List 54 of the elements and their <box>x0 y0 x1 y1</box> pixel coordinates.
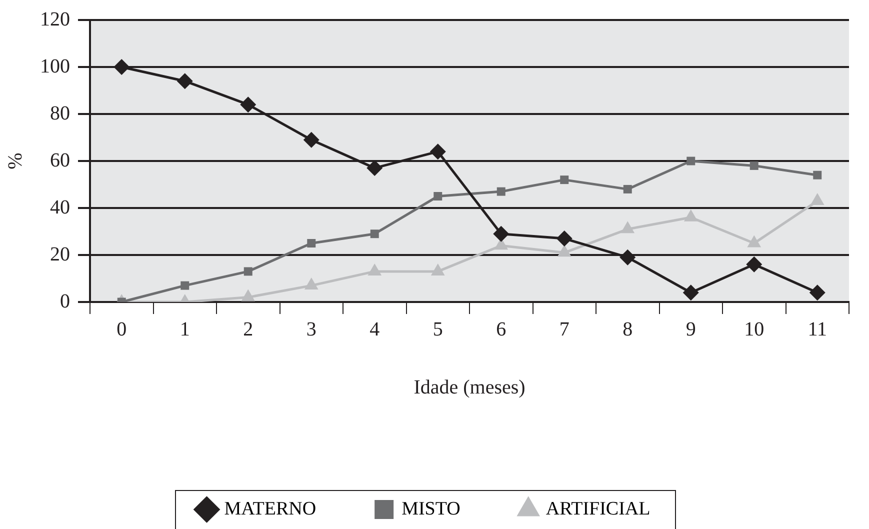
x-tick-label: 0 <box>116 318 127 340</box>
point <box>114 59 130 75</box>
y-tick-label: 120 <box>40 8 70 30</box>
point <box>747 235 762 248</box>
x-tick-label: 4 <box>370 318 380 340</box>
point <box>493 226 510 242</box>
y-tick-label: 60 <box>50 149 70 172</box>
point <box>180 281 190 290</box>
point <box>620 249 636 266</box>
point <box>813 170 822 180</box>
x-tick-label: 9 <box>686 318 696 340</box>
point <box>746 256 762 272</box>
point <box>623 184 632 194</box>
point <box>620 221 635 234</box>
x-tick-label: 11 <box>808 318 828 340</box>
point <box>557 244 572 257</box>
point <box>750 161 758 170</box>
point <box>430 144 446 160</box>
legend-label: MATERNO <box>224 498 316 520</box>
point <box>304 278 318 290</box>
point <box>241 289 256 302</box>
y-tick-label: 20 <box>50 243 70 266</box>
x-tick-label: 1 <box>180 318 190 340</box>
point <box>556 230 572 247</box>
point <box>434 192 442 200</box>
point <box>366 160 383 176</box>
x-tick-label: 6 <box>496 318 506 340</box>
point <box>176 73 193 90</box>
point <box>809 284 826 301</box>
point <box>368 263 382 276</box>
point <box>682 284 699 301</box>
point <box>370 230 379 238</box>
x-tick-label: 8 <box>622 318 633 340</box>
y-tick-label: 40 <box>50 196 70 218</box>
point <box>560 176 569 184</box>
y-axis-title: % <box>4 152 26 170</box>
x-axis-title: Idade (meses) <box>414 376 526 398</box>
legend-label: ARTIFICIAL <box>546 498 650 520</box>
y-tick-label: 80 <box>50 102 70 124</box>
y-tick-label: 100 <box>40 55 70 78</box>
x-tick-label: 7 <box>559 318 570 340</box>
y-tick-label: 0 <box>60 290 70 312</box>
point <box>307 239 316 248</box>
point <box>240 96 256 113</box>
point <box>244 267 252 276</box>
x-tick-label: 2 <box>243 318 254 340</box>
point <box>686 156 696 166</box>
point <box>430 263 445 276</box>
x-tick-label: 3 <box>306 318 316 340</box>
point <box>496 187 506 196</box>
legend-label: MISTO <box>402 498 460 520</box>
x-tick-label: 5 <box>432 318 443 340</box>
point <box>303 132 320 148</box>
x-tick-label: 10 <box>744 318 764 340</box>
